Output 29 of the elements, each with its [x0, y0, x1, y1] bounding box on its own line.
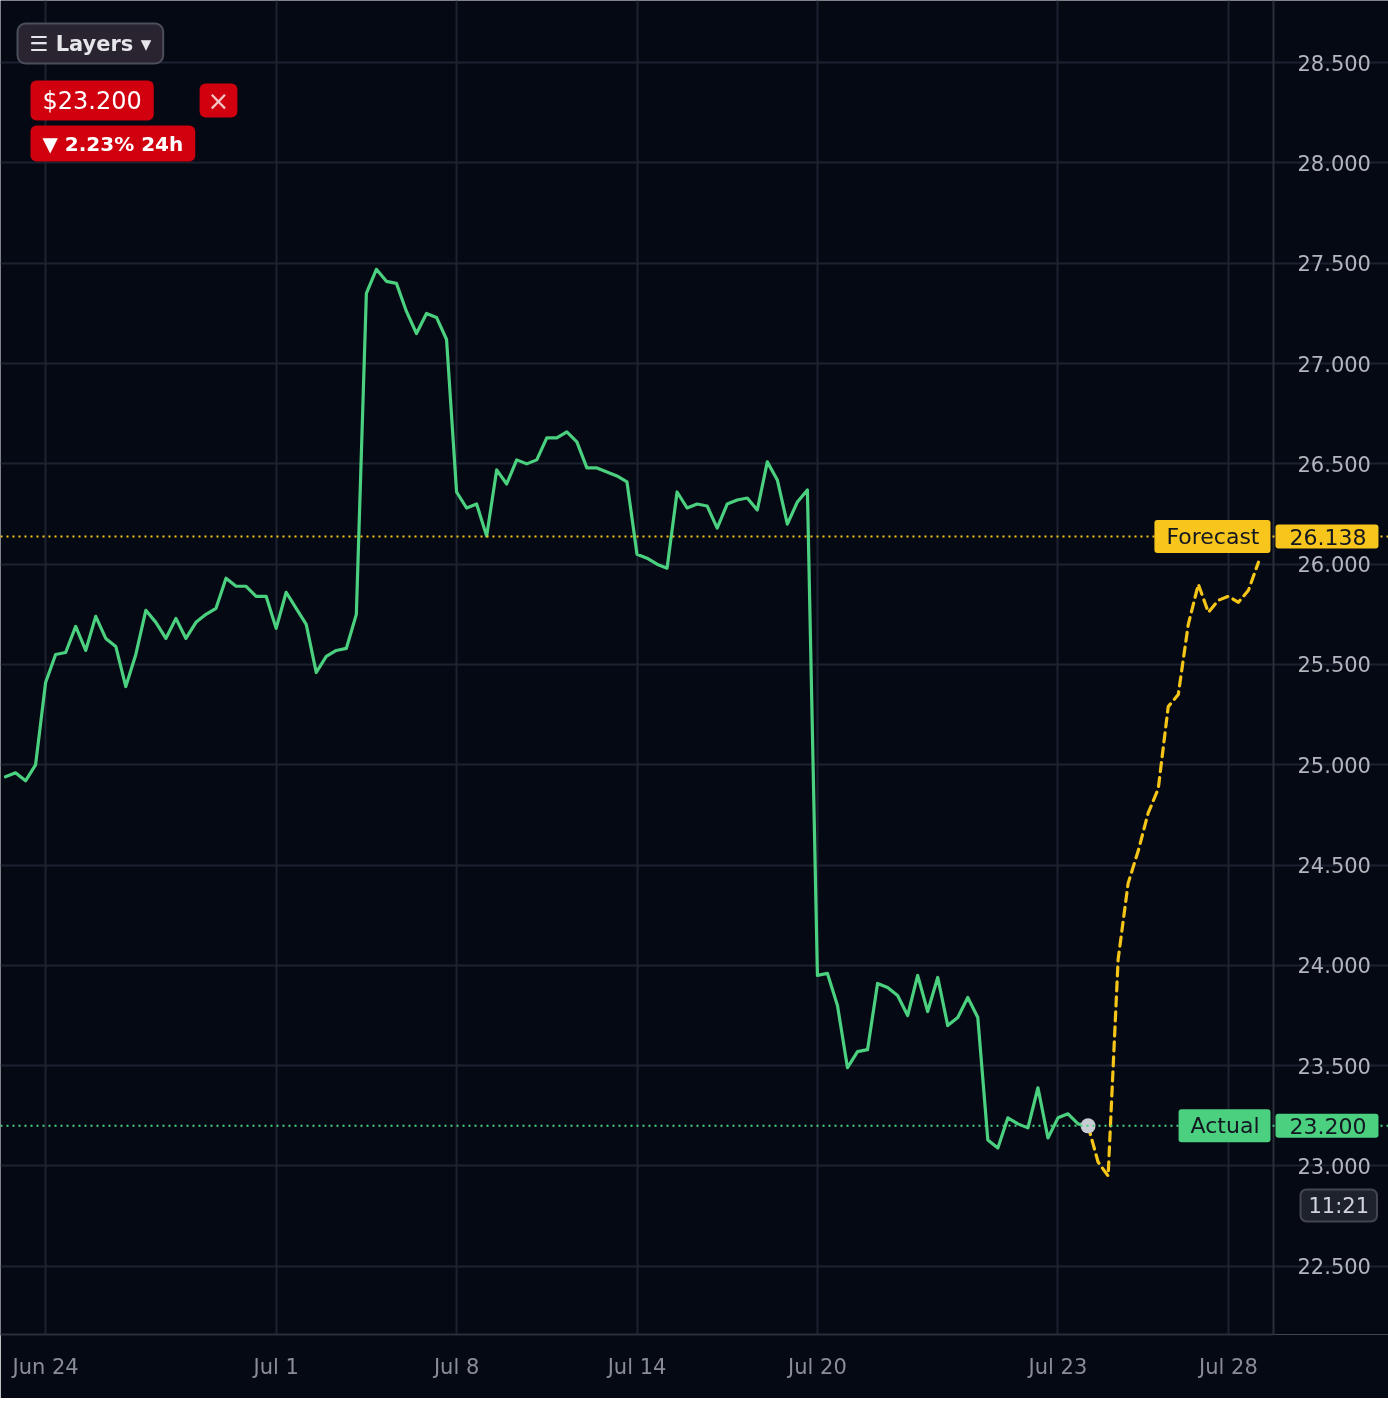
annotation: ▼ 2.23% 24h	[42, 131, 184, 156]
y-tick-label: 28.500	[1297, 51, 1371, 76]
x-tick-label: Jul 23	[1026, 1354, 1088, 1379]
annotation: 26.138	[1289, 524, 1367, 550]
y-tick-label: 23.500	[1297, 1054, 1371, 1079]
y-tick-label: 27.000	[1297, 352, 1371, 377]
ref-line-label: Forecast	[1166, 524, 1260, 550]
annotation: ☰ Layers ▾	[29, 31, 152, 56]
y-tick-label: 22.500	[1297, 1255, 1371, 1280]
x-tick-label: Jul 1	[251, 1354, 299, 1379]
y-tick-label: 24.500	[1297, 854, 1371, 879]
y-tick-label: 27.500	[1297, 252, 1371, 277]
text: 11:21	[1308, 1193, 1370, 1218]
y-tick-label: 28.000	[1297, 151, 1371, 176]
y-tick-label: 24.000	[1297, 954, 1371, 979]
y-tick-label: 25.000	[1297, 753, 1371, 778]
x-tick-label: Jun 24	[10, 1354, 79, 1379]
y-tick-label: 26.000	[1297, 553, 1371, 578]
x-tick-label: Jul 28	[1197, 1354, 1258, 1379]
x-tick-label: Jul 20	[786, 1354, 847, 1379]
x-tick-label: Jul 14	[605, 1354, 667, 1379]
y-tick-label: 26.500	[1297, 452, 1371, 477]
y-tick-label: 23.000	[1297, 1154, 1371, 1179]
y-tick-label: 25.500	[1297, 653, 1371, 678]
annotation: ×	[207, 85, 230, 116]
annotation: 23.200	[1289, 1113, 1367, 1139]
x-tick-label: Jul 8	[431, 1354, 480, 1379]
ref-line-label: Actual	[1190, 1113, 1260, 1139]
annotation: $23.200	[42, 86, 142, 115]
